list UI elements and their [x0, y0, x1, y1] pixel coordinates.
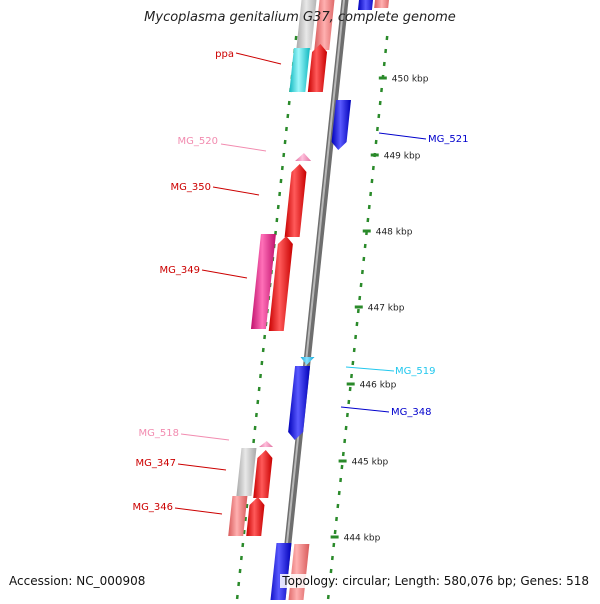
gene-leader-line	[236, 53, 281, 64]
gene-label[interactable]: MG_520	[178, 136, 218, 147]
gene-block-salmon-top-right[interactable]	[374, 0, 391, 8]
genome-summary: Topology: circular; Length: 580,076 bp; …	[280, 574, 591, 588]
gene-block-mg350[interactable]	[285, 164, 307, 237]
gene-leader-line	[202, 270, 247, 278]
gene-block-blue-bottom[interactable]	[268, 543, 291, 600]
map-title: Mycoplasma genitalium G37, complete geno…	[0, 10, 600, 25]
gene-block-salmon-top[interactable]	[314, 0, 336, 50]
gene-label[interactable]: MG_347	[136, 458, 176, 469]
scale-tick-label: 446 kbp	[360, 381, 397, 391]
gene-leader-line	[213, 187, 259, 195]
gene-block-grey-mg347[interactable]	[236, 448, 256, 496]
gene-leader-line	[221, 144, 266, 151]
gene-label[interactable]: MG_350	[171, 182, 211, 193]
gene-block-blue-top[interactable]	[358, 0, 375, 10]
gene-marker-mg518[interactable]	[259, 441, 273, 447]
gene-leader-line	[346, 367, 394, 371]
gene-label[interactable]: MG_518	[139, 428, 179, 439]
gene-leader-line	[181, 434, 229, 440]
gene-block-mg348[interactable]	[288, 366, 310, 440]
gene-block-salmon-mg346[interactable]	[228, 496, 247, 536]
gene-block-mg347[interactable]	[253, 450, 272, 498]
scale-tick-label: 450 kbp	[392, 75, 429, 85]
scale-tick-label: 447 kbp	[368, 304, 405, 314]
scale-tick-label: 449 kbp	[384, 152, 421, 162]
gene-label[interactable]: MG_348	[391, 407, 431, 418]
gene-label[interactable]: MG_521	[428, 134, 468, 145]
gene-leader-line	[178, 464, 226, 470]
accession-label: Accession: NC_000908	[9, 574, 145, 588]
gene-leader-line	[175, 508, 222, 514]
gene-leader-line	[379, 133, 426, 139]
gene-leader-line	[341, 407, 389, 412]
scale-tick-label: 445 kbp	[352, 458, 389, 468]
gene-block-mg346[interactable]	[246, 497, 264, 536]
gene-label[interactable]: ppa	[215, 49, 234, 60]
gene-marker-mg520[interactable]	[295, 153, 311, 161]
gene-label[interactable]: MG_349	[160, 265, 200, 276]
scale-tick-label: 444 kbp	[344, 534, 381, 544]
gene-block-cyan[interactable]	[289, 48, 310, 92]
gene-marker-mg519[interactable]	[301, 357, 315, 365]
gene-block-red-ppa[interactable]	[308, 44, 327, 92]
gene-label[interactable]: MG_519	[395, 366, 435, 377]
scale-tick-label: 448 kbp	[376, 228, 413, 238]
gene-label[interactable]: MG_346	[133, 502, 173, 513]
